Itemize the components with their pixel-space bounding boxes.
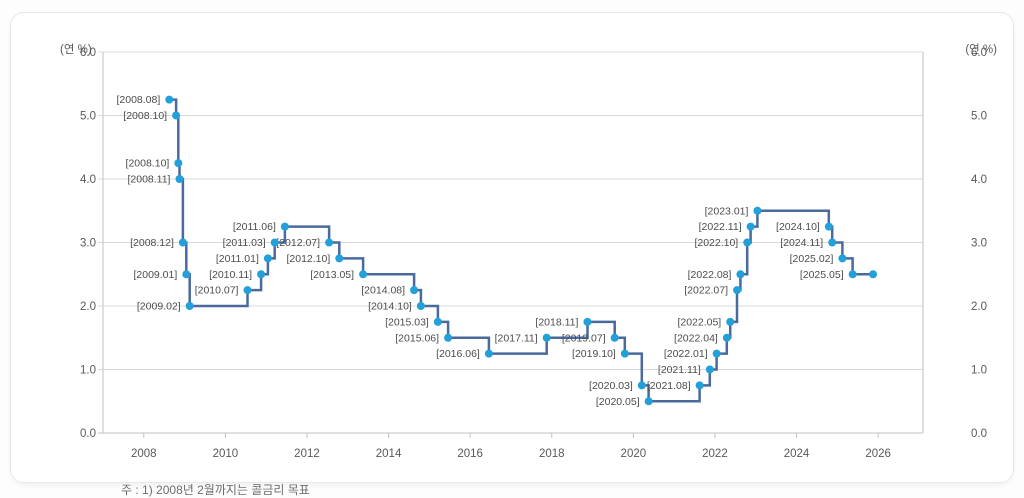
y-axis-unit-left: (연 %) xyxy=(60,44,92,56)
chart-card: (연 %) (연 %) 주 : 1) 2008년 2월까지는 콜금리 목표 xyxy=(10,12,1014,497)
y-axis-unit-right: (연 %) xyxy=(965,44,997,56)
footnote: 주 : 1) 2008년 2월까지는 콜금리 목표 xyxy=(121,483,310,497)
